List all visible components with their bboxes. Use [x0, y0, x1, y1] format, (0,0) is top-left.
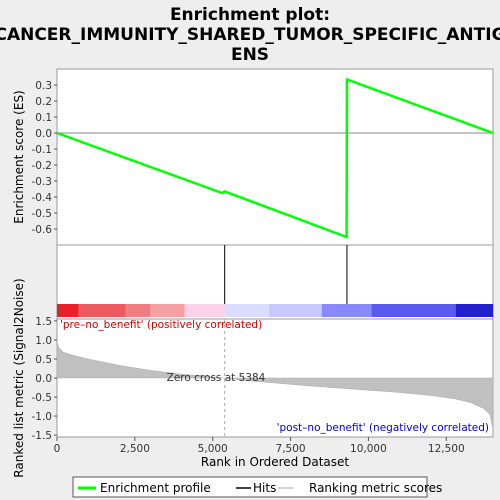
hits-group [224, 245, 348, 304]
title-line-2: CANCER_IMMUNITY_SHARED_TUMOR_SPECIFIC_AN… [0, 25, 500, 45]
ranking-bar [57, 304, 493, 317]
top-y-tick-label-1: 0.2 [35, 96, 52, 108]
neg-correlated-label: 'post–no_benefit' (negatively correlated… [277, 422, 489, 434]
legend-label-enrichment: Enrichment profile [100, 481, 211, 495]
top-y-tick-label-0: 0.3 [35, 80, 52, 92]
bottom-y-tick-label-2: 0.5 [35, 354, 52, 366]
bottom-y-tick-label-6: -1.5 [32, 430, 53, 442]
top-y-axis-label: Enrichment score (ES) [12, 90, 26, 223]
legend-label-hits: Hits [253, 481, 276, 495]
metric-area [56, 319, 494, 437]
legend-label-ranking: Ranking metric scores [309, 481, 442, 495]
bottom-y-tick-label-0: 1.5 [35, 316, 52, 328]
ranking-bar-segment-8 [371, 304, 456, 317]
ranking-bar-segment-7 [321, 304, 372, 317]
ranking-bar-segment-0 [57, 304, 79, 317]
top-y-ticks: 0.3 0.2 0.1 0.0 -0.1 -0.2 -0.3 -0.4 -0.5 -0.6 [32, 80, 57, 236]
x-ticks: 0 2,500 5,000 7,500 10,000 12,500 [54, 437, 465, 455]
bottom-y-tick-label-5: -1.0 [32, 411, 53, 423]
ranking-bar-segment-2 [125, 304, 151, 317]
enrichment-profile-group [56, 78, 494, 239]
ranking-bar-segment-3 [150, 304, 185, 317]
zero-cross-label: Zero cross at 5384 [167, 372, 266, 384]
x-axis-label: Rank in Ordered Dataset [201, 455, 349, 469]
x-tick-label-2: 5,000 [198, 443, 228, 455]
top-y-tick-label-8: -0.5 [32, 208, 53, 220]
title-line-3: ENS [231, 45, 269, 65]
top-y-tick-label-2: 0.1 [35, 112, 52, 124]
top-y-tick-label-3: 0.0 [35, 128, 52, 140]
top-y-tick-label-6: -0.3 [32, 176, 53, 188]
x-tick-label-5: 12,500 [428, 443, 465, 455]
top-y-tick-label-9: -0.6 [32, 224, 53, 236]
bottom-y-axis-label: Ranked list metric (Signal2Noise) [12, 278, 26, 477]
ranking-metric-area [56, 339, 494, 430]
top-plot-area [56, 68, 494, 246]
top-y-tick-label-4: -0.1 [32, 144, 53, 156]
legend: Enrichment profile Hits Ranking metric s… [72, 476, 442, 498]
title-line-1: Enrichment plot: [170, 5, 330, 25]
x-tick-label-3: 7,500 [276, 443, 306, 455]
pos-correlated-label: 'pre–no_benefit' (positively correlated) [60, 319, 262, 331]
enrichment-profile-line [56, 78, 494, 239]
bottom-y-tick-label-3: 0.0 [35, 373, 52, 385]
x-tick-label-1: 2,500 [120, 443, 150, 455]
bottom-y-ticks: 1.5 1.0 0.5 0.0 -0.5 -1.0 -1.5 [32, 316, 57, 442]
ranking-bar-segment-5 [224, 304, 269, 317]
ranking-bar-segment-9 [455, 304, 493, 317]
x-tick-label-4: 10,000 [350, 443, 387, 455]
ranking-bar-segment-1 [78, 304, 126, 317]
top-y-tick-label-7: -0.4 [32, 192, 53, 204]
bottom-y-tick-label-4: -0.5 [32, 392, 53, 404]
bottom-y-tick-label-1: 1.0 [35, 335, 52, 347]
legend-box [72, 476, 428, 498]
top-y-tick-label-5: -0.2 [32, 160, 53, 172]
x-tick-label-0: 0 [54, 443, 61, 455]
ranking-bar-segment-6 [268, 304, 322, 317]
ranking-bar-segment-4 [184, 304, 225, 317]
